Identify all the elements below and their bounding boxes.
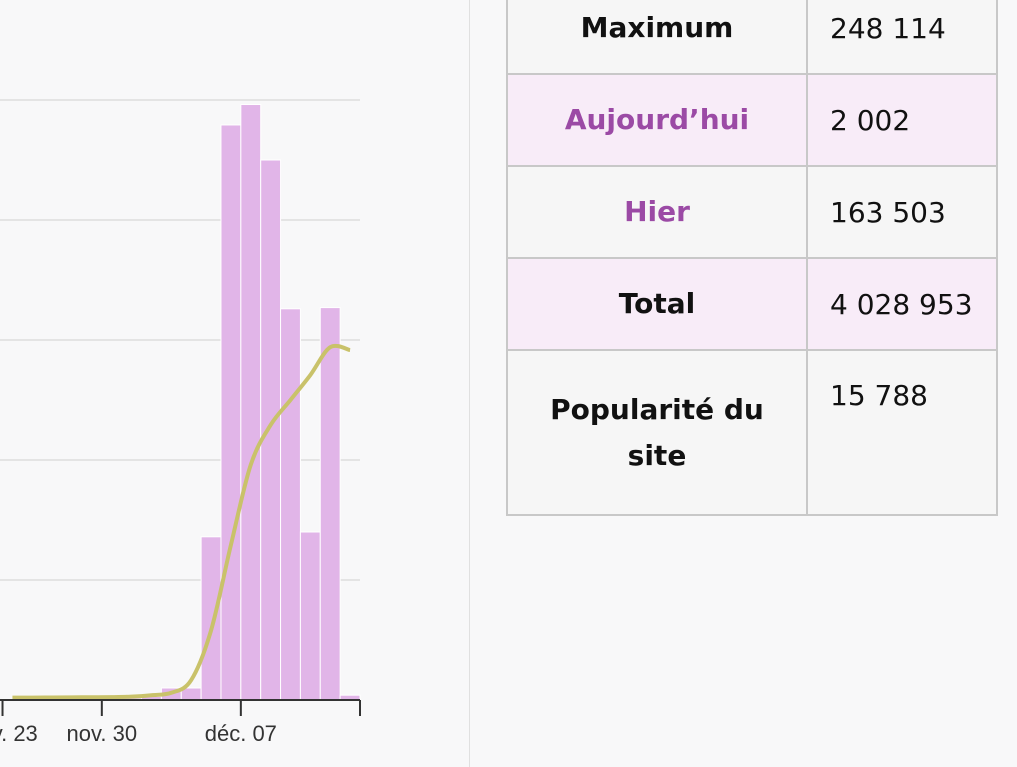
trend-line xyxy=(12,343,351,700)
row: Maximum 248 114 xyxy=(506,0,998,75)
value: 4 028 953 xyxy=(806,257,998,351)
value: 248 114 xyxy=(806,0,998,75)
row: Hier 163 503 xyxy=(506,165,998,259)
row: Aujourd’hui 2 002 xyxy=(506,73,998,167)
separator xyxy=(469,0,470,767)
link[interactable]: Hier xyxy=(506,165,808,259)
bar xyxy=(299,531,321,701)
x-tick-label: déc. 07 xyxy=(205,721,277,746)
chart: nov. 23 nov. 30 déc. 07 xyxy=(0,99,361,746)
bar xyxy=(240,104,262,701)
row: Popularité du site 15 788 xyxy=(506,349,998,516)
value: 163 503 xyxy=(806,165,998,259)
bar xyxy=(220,124,242,701)
value: 2 002 xyxy=(806,73,998,167)
bar xyxy=(260,159,282,701)
value: 15 788 xyxy=(806,349,998,516)
x-tick-label: nov. 23 xyxy=(0,721,38,746)
label: Maximum xyxy=(506,0,808,75)
bar xyxy=(200,536,222,701)
label: Popularité du site xyxy=(506,349,808,516)
link[interactable]: Aujourd’hui xyxy=(506,73,808,167)
bar xyxy=(319,307,341,701)
stats-table: Maximum 248 114 Aujourd’hui 2 002 Hier 163 … xyxy=(506,0,998,516)
bar xyxy=(280,308,301,701)
x-tick-label: nov. 30 xyxy=(67,721,138,746)
row: Total 4 028 953 xyxy=(506,257,998,351)
label: Total xyxy=(506,257,808,351)
